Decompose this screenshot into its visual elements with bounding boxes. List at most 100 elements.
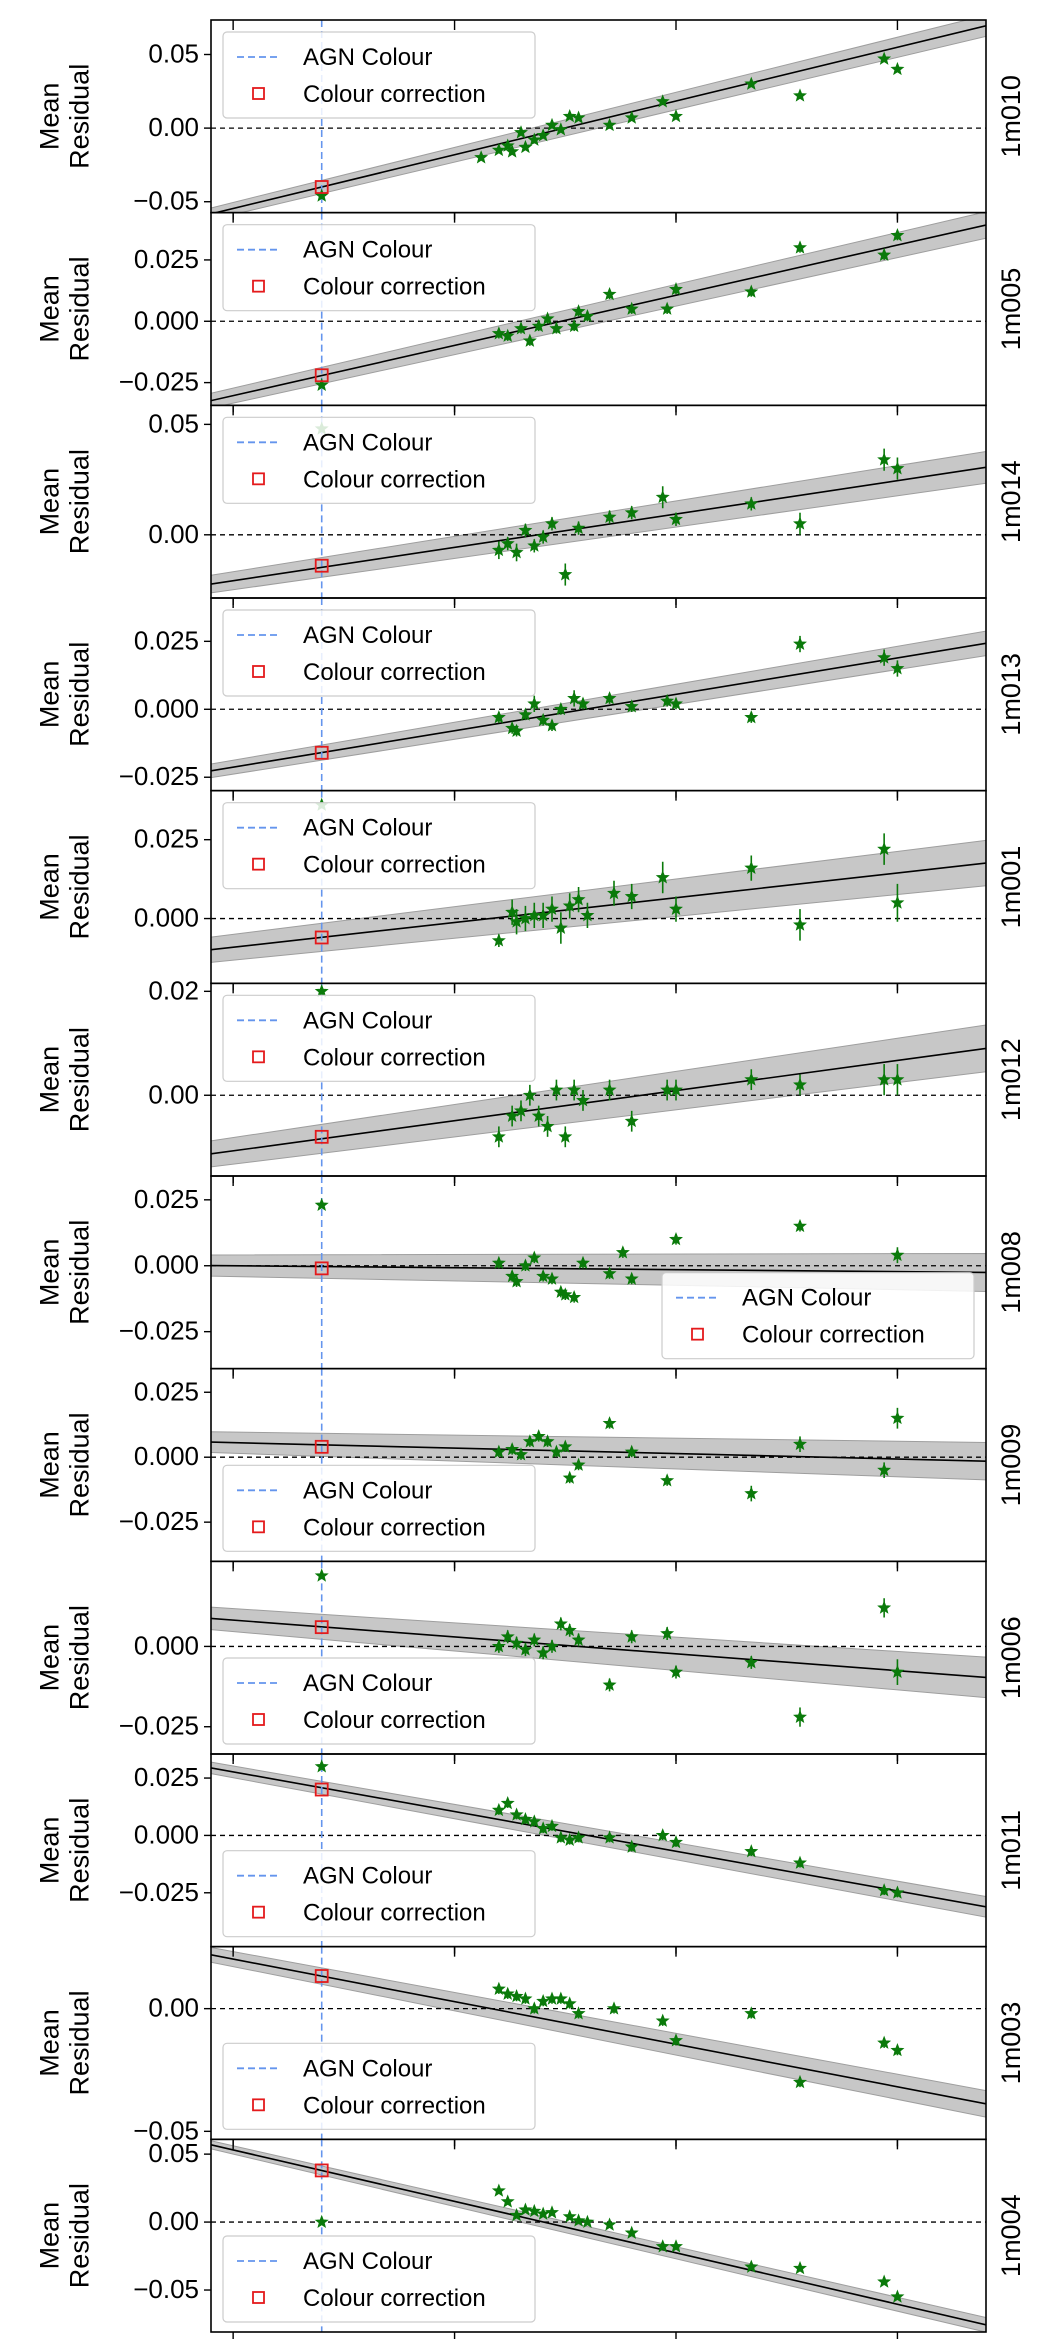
- legend-label-agn-colour: AGN Colour: [303, 237, 432, 264]
- y-tick-label: 0.025: [134, 1762, 199, 1792]
- legend-label-colour-correction: Colour correction: [303, 81, 486, 108]
- y-axis-label-line: Residual: [64, 256, 94, 361]
- y-tick-label: −0.025: [119, 1877, 199, 1907]
- legend-label-colour-correction: Colour correction: [303, 2285, 486, 2312]
- y-axis-label-line: Residual: [64, 642, 94, 747]
- y-tick-label: 0.02: [148, 975, 199, 1005]
- legend: AGN Colour Colour correction: [662, 1273, 974, 1359]
- y-tick-label: 0.000: [134, 1630, 199, 1660]
- legend: AGN Colour Colour correction: [223, 1851, 535, 1937]
- legend: AGN Colour Colour correction: [223, 610, 535, 696]
- legend-label-colour-correction: Colour correction: [303, 852, 486, 879]
- panel-name: 1m012: [996, 1038, 1026, 1121]
- y-axis-label-line: Residual: [64, 1990, 94, 2095]
- y-axis-label-line: Mean: [35, 275, 65, 343]
- legend-label-colour-correction: Colour correction: [303, 659, 486, 686]
- legend-label-colour-correction: Colour correction: [742, 1322, 925, 1349]
- legend-label-agn-colour: AGN Colour: [742, 1285, 871, 1312]
- y-tick-label: 0.025: [134, 1376, 199, 1406]
- legend-label-agn-colour: AGN Colour: [303, 2248, 432, 2275]
- legend: AGN Colour Colour correction: [223, 1465, 535, 1551]
- y-tick-label: 0.000: [134, 903, 199, 933]
- y-tick-label: −0.025: [119, 1506, 199, 1536]
- y-tick-label: 0.000: [134, 1819, 199, 1849]
- y-axis-label-line: Mean: [35, 1239, 65, 1307]
- legend-label-agn-colour: AGN Colour: [303, 2055, 432, 2082]
- legend-label-agn-colour: AGN Colour: [303, 622, 432, 649]
- legend-label-agn-colour: AGN Colour: [303, 1477, 432, 1504]
- y-axis-label-line: Mean: [35, 468, 65, 536]
- y-axis-label-line: Residual: [64, 1220, 94, 1325]
- panel-name: 1m004: [996, 2194, 1026, 2277]
- panel-name: 1m001: [996, 846, 1026, 929]
- legend-label-agn-colour: AGN Colour: [303, 44, 432, 71]
- panel-name: 1m008: [996, 1231, 1026, 1314]
- y-tick-label: −0.025: [119, 761, 199, 791]
- legend-label-colour-correction: Colour correction: [303, 2092, 486, 2119]
- y-axis-label-line: Residual: [64, 449, 94, 554]
- y-axis-label-line: Residual: [64, 1027, 94, 1132]
- y-tick-label: 0.00: [148, 112, 199, 142]
- legend: AGN Colour Colour correction: [223, 1658, 535, 1744]
- y-tick-label: 0.00: [148, 2206, 199, 2236]
- y-tick-label: 0.000: [134, 693, 199, 723]
- y-tick-label: −0.025: [119, 367, 199, 397]
- legend: AGN Colour Colour correction: [223, 225, 535, 311]
- panel-name: 1m014: [996, 460, 1026, 543]
- y-axis-label-line: Mean: [35, 2009, 65, 2077]
- y-tick-label: 0.000: [134, 305, 199, 335]
- y-axis-label-line: Residual: [64, 64, 94, 169]
- legend: AGN Colour Colour correction: [223, 32, 535, 118]
- y-tick-label: 0.00: [148, 1079, 199, 1109]
- y-axis-label-line: Residual: [64, 2183, 94, 2288]
- legend: AGN Colour Colour correction: [223, 2043, 535, 2129]
- y-axis-label-line: Mean: [35, 83, 65, 151]
- panel-name: 1m013: [996, 653, 1026, 736]
- y-tick-label: 0.000: [134, 1250, 199, 1280]
- y-axis-label-line: Residual: [64, 834, 94, 939]
- legend-label-agn-colour: AGN Colour: [303, 1863, 432, 1890]
- panel-name: 1m009: [996, 1424, 1026, 1507]
- legend-label-colour-correction: Colour correction: [303, 1900, 486, 1927]
- legend: AGN Colour Colour correction: [223, 803, 535, 889]
- y-axis-label-line: Mean: [35, 853, 65, 921]
- y-tick-label: 0.05: [148, 39, 199, 69]
- y-axis-label-line: Mean: [35, 661, 65, 729]
- legend-label-colour-correction: Colour correction: [303, 1044, 486, 1071]
- y-tick-label: 0.025: [134, 244, 199, 274]
- y-tick-label: −0.025: [119, 1711, 199, 1741]
- y-axis-label-line: Residual: [64, 1412, 94, 1517]
- y-axis-label-line: Mean: [35, 1431, 65, 1499]
- y-tick-label: 0.025: [134, 1184, 199, 1214]
- y-tick-label: −0.025: [119, 1316, 199, 1346]
- panel-name: 1m005: [996, 268, 1026, 351]
- legend: AGN Colour Colour correction: [223, 995, 535, 1081]
- y-axis-label-line: Mean: [35, 1624, 65, 1692]
- legend-label-agn-colour: AGN Colour: [303, 1670, 432, 1697]
- legend-label-colour-correction: Colour correction: [303, 466, 486, 493]
- y-axis-label-line: Mean: [35, 2202, 65, 2270]
- y-tick-label: 0.025: [134, 625, 199, 655]
- y-axis-label-line: Mean: [35, 1817, 65, 1885]
- y-axis-label-line: Mean: [35, 1046, 65, 1114]
- legend-label-colour-correction: Colour correction: [303, 1514, 486, 1541]
- legend-label-colour-correction: Colour correction: [303, 1707, 486, 1734]
- panel-name: 1m010: [996, 75, 1026, 158]
- y-tick-label: 0.00: [148, 519, 199, 549]
- panel-name: 1m011: [996, 1810, 1026, 1891]
- legend-label-agn-colour: AGN Colour: [303, 429, 432, 456]
- y-tick-label: 0.05: [148, 408, 199, 438]
- legend-label-colour-correction: Colour correction: [303, 274, 486, 301]
- y-tick-label: 0.05: [148, 2138, 199, 2168]
- panel-name: 1m006: [996, 1616, 1026, 1699]
- legend-label-agn-colour: AGN Colour: [303, 815, 432, 842]
- legend-label-agn-colour: AGN Colour: [303, 1007, 432, 1034]
- y-tick-label: −0.05: [133, 2274, 199, 2304]
- y-tick-label: −0.05: [133, 186, 199, 216]
- panel-name: 1m003: [996, 2002, 1026, 2085]
- y-tick-label: 0.000: [134, 1441, 199, 1471]
- legend: AGN Colour Colour correction: [223, 2236, 535, 2322]
- y-axis-label-line: Residual: [64, 1798, 94, 1903]
- y-tick-label: 0.025: [134, 824, 199, 854]
